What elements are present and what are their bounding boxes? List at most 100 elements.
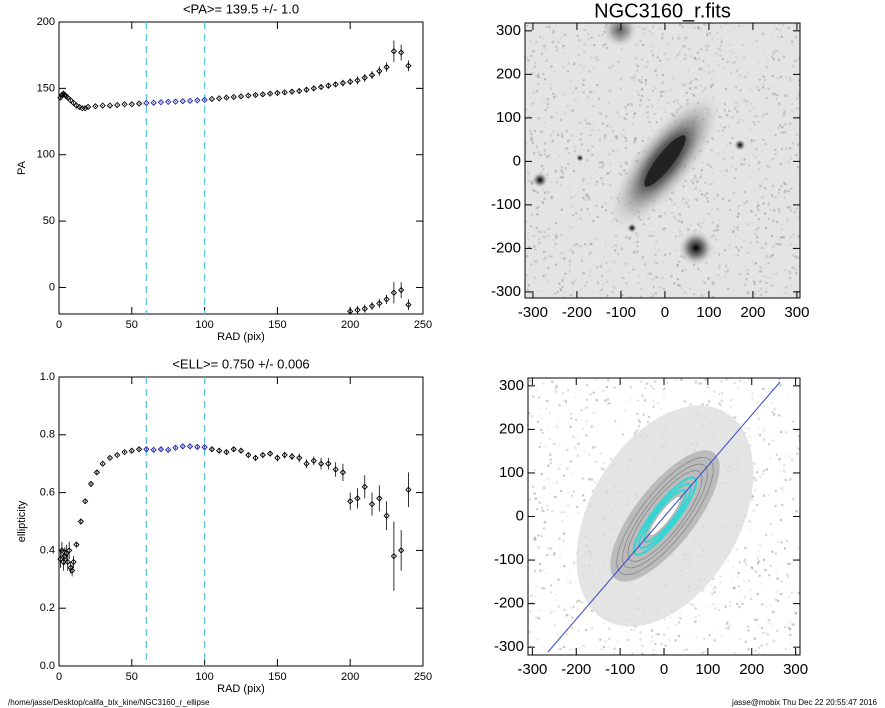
- noise-pixel: [701, 280, 704, 283]
- noise-pixel: [725, 264, 728, 267]
- noise-pixel: [561, 176, 564, 179]
- noise-pixel: [781, 126, 784, 129]
- noise-pixel: [530, 594, 533, 597]
- noise-pixel: [714, 148, 717, 152]
- noise-pixel: [654, 69, 657, 73]
- noise-pixel: [571, 251, 575, 254]
- noise-pixel: [579, 217, 582, 220]
- noise-pixel: [755, 39, 758, 42]
- noise-pixel: [657, 74, 660, 77]
- noise-pixel: [770, 234, 774, 238]
- noise-pixel: [656, 65, 659, 68]
- noise-pixel: [560, 511, 563, 514]
- noise-pixel: [729, 600, 732, 603]
- noise-pixel: [543, 230, 546, 233]
- contours: [616, 456, 714, 576]
- noise-pixel: [609, 227, 612, 230]
- noise-pixel: [670, 199, 673, 202]
- noise-pixel: [611, 111, 614, 114]
- noise-pixel: [599, 452, 602, 455]
- noise-pixel: [670, 275, 673, 278]
- noise-pixel: [641, 139, 644, 142]
- noise-pixel: [720, 40, 723, 43]
- noise-pixel: [640, 76, 644, 79]
- noise-pixel: [767, 621, 770, 624]
- noise-pixel: [775, 27, 778, 31]
- noise-pixel: [551, 267, 554, 270]
- noise-pixel: [534, 190, 538, 193]
- noise-pixel: [555, 88, 558, 92]
- noise-pixel: [608, 184, 612, 187]
- noise-pixel: [597, 129, 600, 132]
- noise-pixel: [745, 292, 749, 295]
- noise-pixel: [542, 509, 545, 513]
- noise-pixel: [531, 102, 534, 105]
- noise-pixel: [773, 209, 776, 212]
- noise-pixel: [762, 73, 765, 76]
- noise-pixel: [791, 458, 794, 461]
- noise-pixel: [655, 240, 658, 243]
- noise-pixel: [568, 264, 571, 267]
- noise-pixel: [654, 235, 657, 238]
- noise-pixel: [548, 154, 551, 157]
- noise-pixel: [565, 129, 568, 133]
- noise-pixel: [717, 64, 720, 67]
- footer-stamp: jasse@mobix Thu Dec 22 20:55:47 2016: [731, 698, 878, 707]
- noise-pixel: [540, 200, 544, 203]
- noise-pixel: [703, 69, 706, 73]
- noise-pixel: [613, 129, 616, 132]
- noise-pixel: [710, 149, 713, 152]
- noise-pixel: [653, 276, 656, 279]
- noise-pixel: [554, 388, 557, 392]
- noise-pixel: [767, 138, 770, 141]
- noise-pixel: [551, 33, 554, 37]
- noise-pixel: [590, 56, 593, 59]
- noise-pixel: [793, 211, 796, 214]
- noise-pixel: [534, 248, 537, 251]
- noise-pixel: [724, 23, 727, 26]
- noise-pixel: [746, 71, 750, 75]
- noise-pixel: [557, 41, 560, 44]
- noise-pixel: [781, 287, 784, 291]
- noise-pixel: [753, 618, 756, 621]
- noise-pixel: [588, 120, 591, 123]
- noise-pixel: [537, 73, 540, 76]
- noise-pixel: [625, 399, 628, 403]
- noise-pixel: [682, 197, 685, 200]
- y-tick-label: -300: [494, 638, 524, 655]
- noise-pixel: [753, 115, 756, 118]
- noise-pixel: [566, 213, 569, 217]
- noise-pixel: [764, 177, 768, 181]
- noise-pixel: [646, 272, 650, 276]
- data-point: [73, 541, 80, 548]
- data-point: [106, 454, 114, 462]
- noise-pixel: [795, 272, 798, 275]
- data-point: [274, 89, 281, 97]
- noise-pixel: [789, 76, 792, 80]
- noise-pixel: [525, 142, 529, 145]
- noise-pixel: [703, 390, 706, 393]
- noise-pixel: [683, 204, 686, 207]
- noise-pixel: [614, 135, 617, 138]
- data-point: [376, 495, 383, 502]
- noise-pixel: [783, 191, 786, 194]
- data-point: [383, 512, 390, 519]
- noise-pixel: [658, 37, 661, 40]
- noise-pixel: [570, 606, 573, 609]
- noise-pixel: [585, 97, 589, 101]
- noise-pixel: [577, 442, 580, 445]
- noise-pixel: [797, 447, 800, 450]
- noise-pixel: [733, 135, 736, 138]
- data-point: [208, 446, 216, 453]
- noise-pixel: [718, 54, 722, 57]
- noise-pixel: [635, 63, 638, 66]
- noise-pixel: [780, 35, 783, 38]
- noise-pixel: [744, 640, 747, 643]
- noise-pixel: [579, 72, 582, 75]
- noise-pixel: [762, 83, 765, 86]
- noise-pixel: [593, 120, 596, 124]
- noise-pixel: [696, 51, 699, 54]
- footer-path: /home/jasse/Desktop/califa_blx_kine/NGC3…: [8, 698, 210, 707]
- noise-pixel: [592, 289, 595, 292]
- noise-pixel: [791, 266, 794, 269]
